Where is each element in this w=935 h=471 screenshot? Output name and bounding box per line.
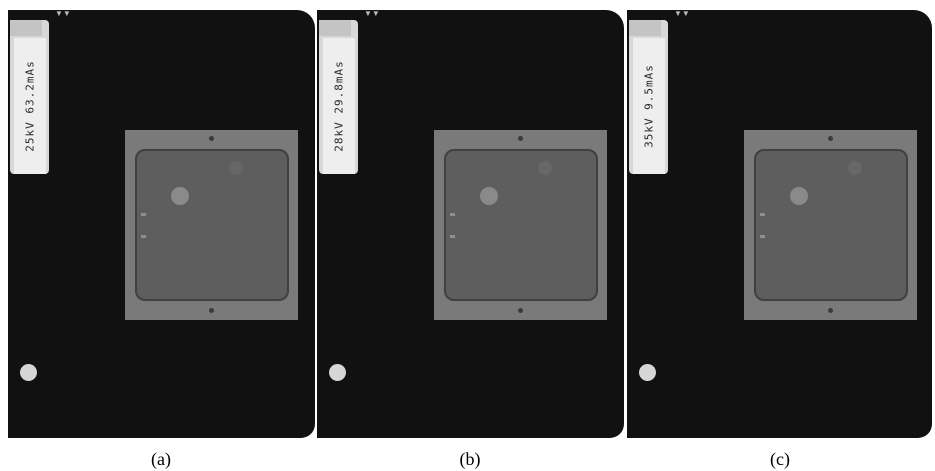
phantom-holder bbox=[744, 130, 917, 320]
phantom-faint-detail bbox=[848, 161, 862, 175]
film-label-tab: 35kV 9.5mAs bbox=[629, 20, 668, 174]
holder-pin-bottom bbox=[209, 308, 214, 313]
phantom-region bbox=[135, 149, 289, 301]
phantom-faint-detail bbox=[229, 161, 243, 175]
caption-c: (c) bbox=[770, 449, 790, 469]
exposure-label: 28kV 29.8mAs bbox=[332, 60, 346, 152]
phantom-disc bbox=[790, 187, 808, 205]
holder-pin-bottom bbox=[518, 308, 523, 313]
exposure-label: 35kV 9.5mAs bbox=[642, 64, 656, 148]
label-strip bbox=[323, 38, 355, 174]
phantom-holder bbox=[434, 130, 607, 320]
phantom-tick-mark bbox=[141, 213, 146, 216]
phantom-region bbox=[444, 149, 598, 301]
radiograph-panel-c: 35kV 9.5mAs ▼▼ bbox=[627, 10, 932, 438]
phantom-tick-mark bbox=[450, 213, 455, 216]
film-corner bbox=[319, 20, 351, 36]
film-label-tab: 25kV 63.2mAs bbox=[10, 20, 49, 174]
exposure-label: 25kV 63.2mAs bbox=[23, 60, 37, 152]
phantom-holder bbox=[125, 130, 298, 320]
label-strip bbox=[14, 38, 46, 174]
phantom-faint-detail bbox=[538, 161, 552, 175]
radiograph-panel-b: 28kV 29.8mAs ▼▼ bbox=[317, 10, 624, 438]
film-notch-icon: ▼▼ bbox=[364, 10, 380, 18]
phantom-disc bbox=[171, 187, 189, 205]
phantom-tick-mark bbox=[760, 213, 765, 216]
caption-b: (b) bbox=[459, 449, 481, 469]
phantom-region bbox=[754, 149, 908, 301]
film-notch-icon: ▼▼ bbox=[55, 10, 71, 18]
holder-pin-top bbox=[518, 136, 523, 141]
film-marker-dot bbox=[329, 364, 346, 381]
film-corner bbox=[629, 20, 661, 36]
film-marker-dot bbox=[639, 364, 656, 381]
film-corner bbox=[10, 20, 42, 36]
caption-a: (a) bbox=[151, 449, 171, 469]
phantom-disc bbox=[480, 187, 498, 205]
phantom-tick-mark bbox=[141, 235, 146, 238]
film-label-tab: 28kV 29.8mAs bbox=[319, 20, 358, 174]
film-marker-dot bbox=[20, 364, 37, 381]
radiograph-panel-a: 25kV 63.2mAs ▼▼ bbox=[8, 10, 315, 438]
film-notch-icon: ▼▼ bbox=[674, 10, 690, 18]
label-strip bbox=[633, 38, 665, 174]
phantom-tick-mark bbox=[760, 235, 765, 238]
phantom-tick-mark bbox=[450, 235, 455, 238]
holder-pin-bottom bbox=[828, 308, 833, 313]
holder-pin-top bbox=[828, 136, 833, 141]
holder-pin-top bbox=[209, 136, 214, 141]
